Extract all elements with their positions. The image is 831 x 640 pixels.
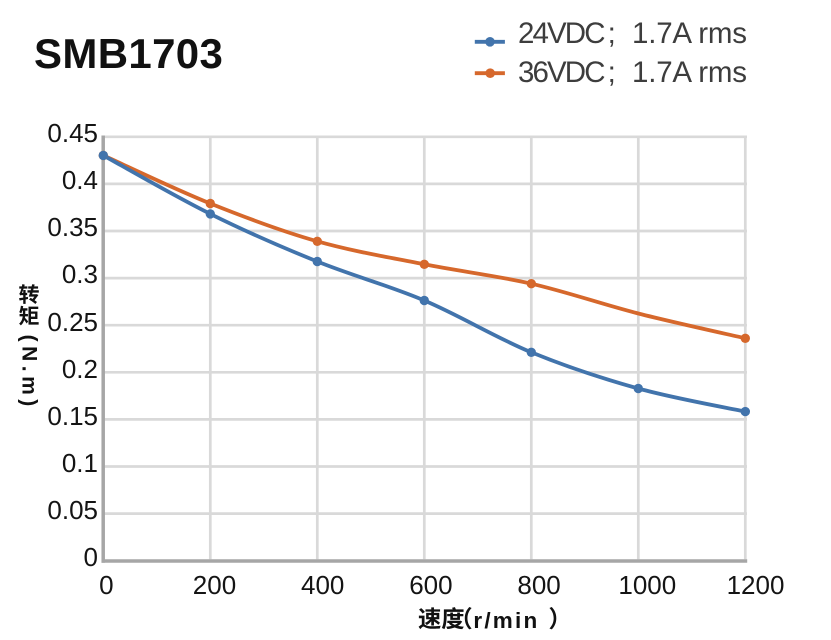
svg-text:(N.m): (N.m) bbox=[18, 335, 41, 411]
svg-text:r/min: r/min bbox=[473, 608, 539, 633]
